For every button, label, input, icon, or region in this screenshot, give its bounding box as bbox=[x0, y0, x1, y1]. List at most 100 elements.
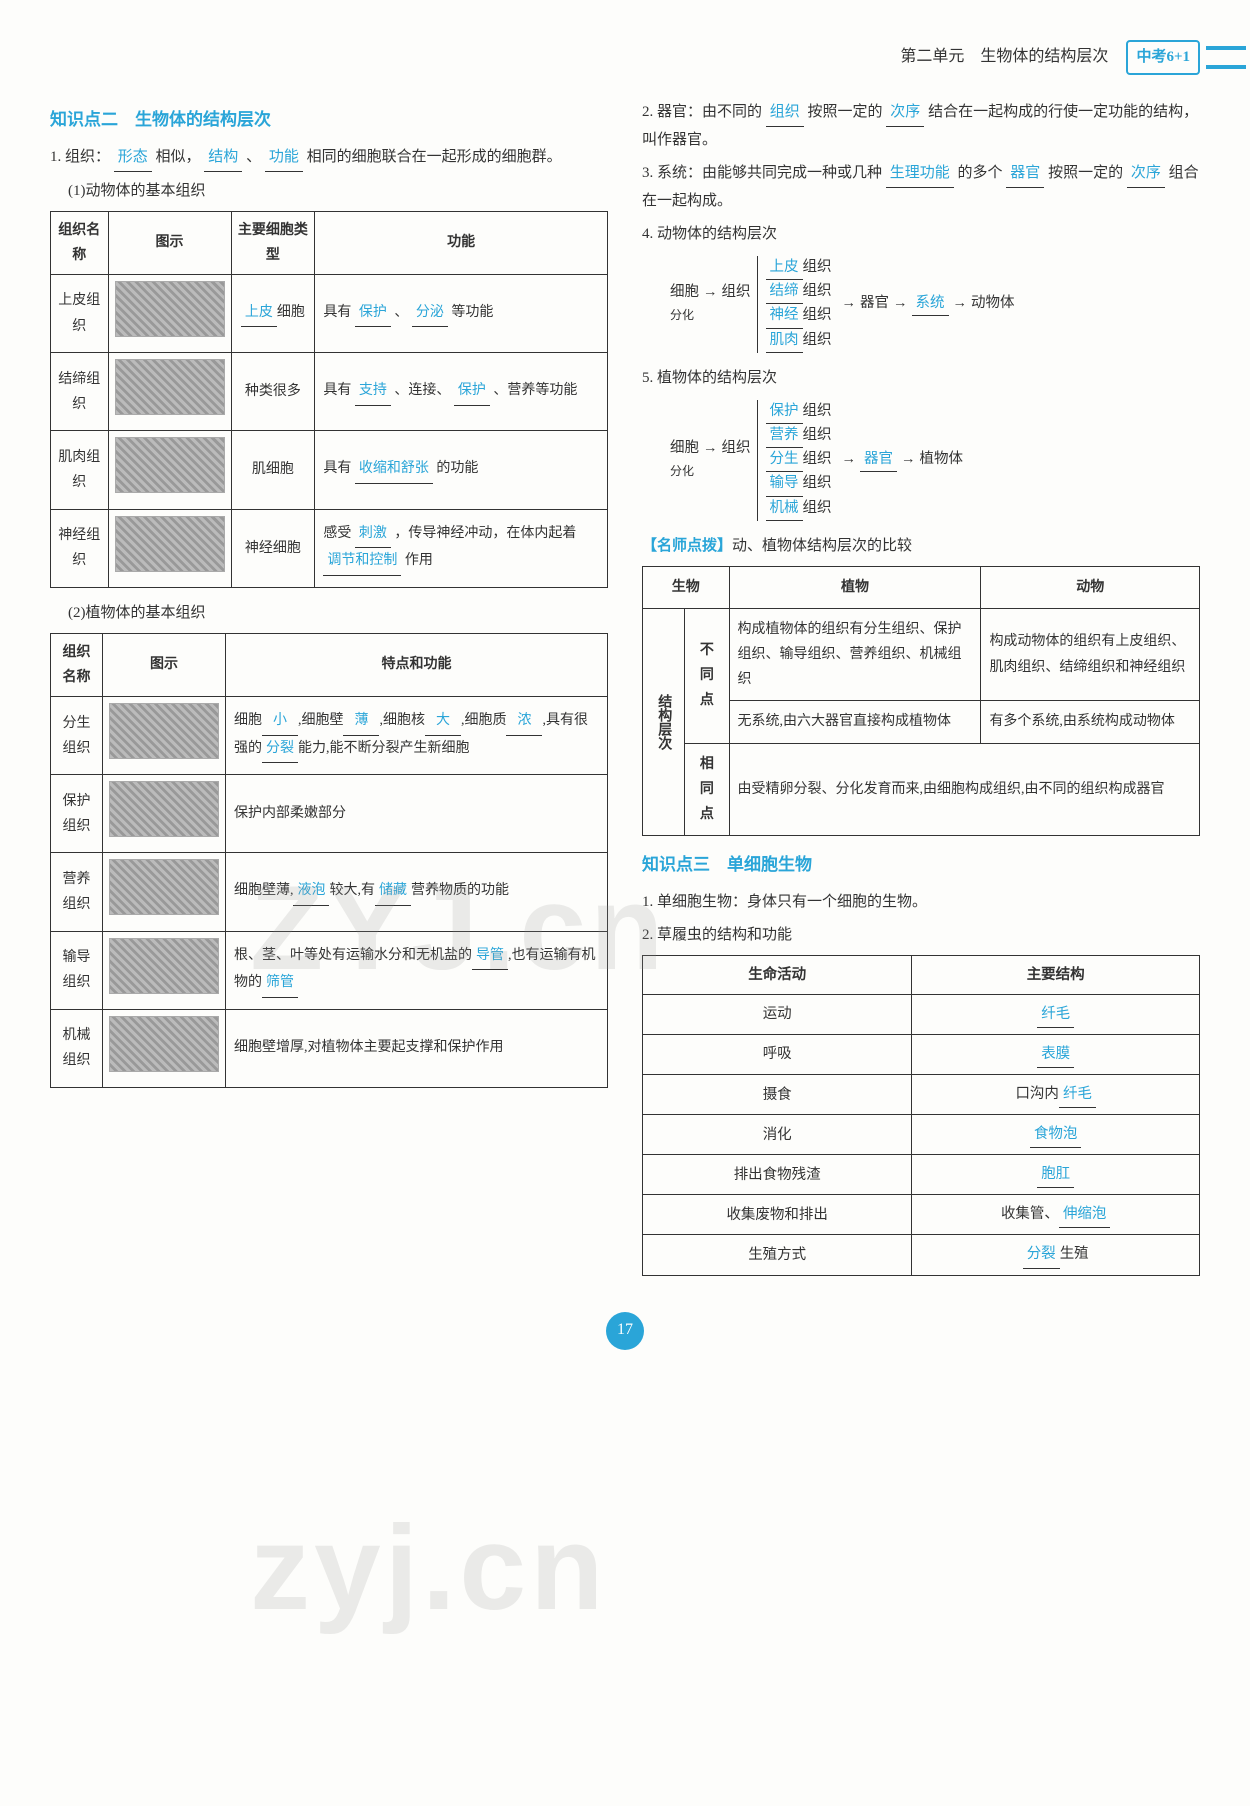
tissue-image bbox=[109, 781, 219, 837]
cell: 分生组织 bbox=[51, 697, 103, 775]
plant-tissue-table: 组织名称 图示 特点和功能 分生组织 细胞小,细胞壁薄,细胞核大,细胞质浓,具有… bbox=[50, 633, 608, 1088]
cell: 神经组织 bbox=[51, 509, 109, 587]
table-row: 相同点 由受精卵分裂、分化发育而来,由细胞构成组织,由不同的组织构成器官 bbox=[643, 743, 1200, 836]
text: ，传导神经冲动，在体内起着 bbox=[394, 526, 576, 541]
text: 、营养等功能 bbox=[493, 383, 577, 398]
blank: 支持 bbox=[355, 378, 391, 406]
blank: 储藏 bbox=[375, 878, 411, 906]
blank: 导管 bbox=[472, 943, 508, 971]
cell: 有多个系统,由系统构成动物体 bbox=[981, 701, 1200, 743]
plant-hierarchy: 细胞→组织分化 保护组织 营养组织 分生组织 输导组织 机械组织 →器官→植物体 bbox=[670, 400, 1200, 521]
blank: 结构 bbox=[204, 144, 242, 172]
kp2-sub2: (2)植物体的基本组织 bbox=[68, 600, 608, 627]
cell: 食物泡 bbox=[912, 1115, 1200, 1155]
hier-chain: →器官→系统→动物体 bbox=[838, 292, 1015, 316]
hier-stack: 保护组织 营养组织 分生组织 输导组织 机械组织 bbox=[757, 400, 832, 521]
text: 感受 bbox=[323, 526, 351, 541]
cell: 口沟内纤毛 bbox=[912, 1075, 1200, 1115]
cell: 具有 保护 、 分泌 等功能 bbox=[315, 274, 608, 352]
cell: 种类很多 bbox=[231, 353, 315, 431]
two-columns: 知识点二 生物体的结构层次 1. 组织： 形态 相似， 结构 、 功能 相同的细… bbox=[50, 95, 1200, 1288]
blank: 功能 bbox=[265, 144, 303, 172]
page-number: 17 bbox=[606, 1312, 644, 1350]
kp3-title: 知识点三 单细胞生物 bbox=[642, 850, 1200, 881]
table-row: 消化 食物泡 bbox=[643, 1115, 1200, 1155]
table-row: 摄食 口沟内纤毛 bbox=[643, 1075, 1200, 1115]
header: 第二单元 生物体的结构层次 中考6+1 bbox=[50, 40, 1200, 75]
cell: 收集废物和排出 bbox=[643, 1195, 912, 1235]
cell: 细胞小,细胞壁薄,细胞核大,细胞质浓,具有很强的分裂能力,能不断分裂产生新细胞 bbox=[225, 697, 607, 775]
table-row: 结构层次 不同点 构成植物体的组织有分生组织、保护组织、输导组织、营养组织、机械… bbox=[643, 608, 1200, 701]
cell-image bbox=[108, 431, 231, 509]
blank: 伸缩泡 bbox=[1059, 1201, 1111, 1228]
cell-image bbox=[102, 697, 225, 775]
blank: 组织 bbox=[766, 99, 804, 127]
text: 收集管、 bbox=[1001, 1206, 1059, 1222]
blank: 筛管 bbox=[262, 970, 298, 998]
text: 具有 bbox=[323, 383, 351, 398]
cell: 排出食物残渣 bbox=[643, 1155, 912, 1195]
kp2-item1: 1. 组织： 形态 相似， 结构 、 功能 相同的细胞联合在一起形成的细胞群。 bbox=[50, 144, 608, 172]
cell: 不同点 bbox=[685, 608, 729, 743]
tissue-image bbox=[115, 359, 225, 415]
cell: 表膜 bbox=[912, 1034, 1200, 1074]
th: 植物 bbox=[729, 566, 981, 608]
cell: 收集管、伸缩泡 bbox=[912, 1195, 1200, 1235]
right-column: 2. 器官：由不同的 组织 按照一定的 次序 结合在一起构成的行使一定功能的结构… bbox=[642, 95, 1200, 1288]
cell: 构成动物体的组织有上皮组织、肌肉组织、结缔组织和神经组织 bbox=[981, 608, 1200, 701]
blank: 神经 bbox=[766, 304, 803, 328]
th: 功能 bbox=[315, 211, 608, 274]
table-row: 分生组织 细胞小,细胞壁薄,细胞核大,细胞质浓,具有很强的分裂能力,能不断分裂产… bbox=[51, 697, 608, 775]
cell: 根、茎、叶等处有运输水分和无机盐的导管,也有运输有机物的筛管 bbox=[225, 931, 607, 1009]
text: 3. 系统：由能够共同完成一种或几种 bbox=[642, 165, 882, 181]
text: 相同的细胞联合在一起形成的细胞群。 bbox=[307, 149, 562, 165]
cell: 保护组织 bbox=[51, 775, 103, 853]
blank: 纤毛 bbox=[1059, 1081, 1096, 1108]
table-row: 结缔组织 种类很多 具有 支持 、连接、 保护 、营养等功能 bbox=[51, 353, 608, 431]
cell-image bbox=[102, 931, 225, 1009]
blank: 分生 bbox=[766, 448, 803, 472]
left-column: 知识点二 生物体的结构层次 1. 组织： 形态 相似， 结构 、 功能 相同的细… bbox=[50, 95, 608, 1288]
table-row: 保护组织 保护内部柔嫩部分 bbox=[51, 775, 608, 853]
table-row: 排出食物残渣 胞肛 bbox=[643, 1155, 1200, 1195]
cell: 输导组织 bbox=[51, 931, 103, 1009]
th: 特点和功能 bbox=[225, 633, 607, 696]
table-row: 输导组织 根、茎、叶等处有运输水分和无机盐的导管,也有运输有机物的筛管 bbox=[51, 931, 608, 1009]
right-item5: 5. 植物体的结构层次 bbox=[642, 365, 1200, 392]
hier-start: 细胞→组织分化 bbox=[670, 281, 751, 327]
paramecium-table: 生命活动 主要结构 运动 纤毛 呼吸 表膜 摄食 口沟内纤毛 消化 食物泡 bbox=[642, 955, 1200, 1276]
hier-start: 细胞→组织分化 bbox=[670, 437, 751, 483]
th: 生物 bbox=[643, 566, 730, 608]
tip-label: 【名师点拨】 bbox=[642, 538, 732, 554]
cell: 细胞壁增厚,对植物体主要起支撑和保护作用 bbox=[225, 1009, 607, 1087]
th: 主要结构 bbox=[912, 955, 1200, 994]
animal-tissue-table: 组织名称 图示 主要细胞类型 功能 上皮组织 上皮细胞 具有 保护 、 分泌 等… bbox=[50, 211, 608, 588]
text: 、连接、 bbox=[394, 383, 450, 398]
blank: 机械 bbox=[766, 497, 803, 521]
kp2-title: 知识点二 生物体的结构层次 bbox=[50, 105, 608, 136]
cell: 具有 收缩和舒张 的功能 bbox=[315, 431, 608, 509]
blank: 器官 bbox=[860, 448, 897, 472]
blank: 营养 bbox=[766, 424, 803, 448]
table-row: 肌肉组织 肌细胞 具有 收缩和舒张 的功能 bbox=[51, 431, 608, 509]
blank: 胞肛 bbox=[1037, 1161, 1074, 1188]
text: 1. 组织： bbox=[50, 149, 110, 165]
cell: 相同点 bbox=[685, 743, 729, 836]
blank: 分裂 bbox=[262, 736, 298, 764]
blank: 次序 bbox=[1127, 160, 1165, 188]
text: 相似， bbox=[156, 149, 201, 165]
blank: 器官 bbox=[1006, 160, 1044, 188]
text: 作用 bbox=[405, 553, 433, 568]
cell: 肌肉组织 bbox=[51, 431, 109, 509]
cell: 由受精卵分裂、分化发育而来,由细胞构成组织,由不同的组织构成器官 bbox=[729, 743, 1199, 836]
blank: 保护 bbox=[766, 400, 803, 424]
tissue-image bbox=[115, 281, 225, 337]
blank: 肌肉 bbox=[766, 329, 803, 353]
blank: 系统 bbox=[912, 292, 949, 316]
cell: 生殖方式 bbox=[643, 1235, 912, 1275]
kp3-item2: 2. 草履虫的结构和功能 bbox=[642, 922, 1200, 949]
blank: 调节和控制 bbox=[323, 548, 401, 576]
blank: 生理功能 bbox=[886, 160, 954, 188]
right-item4: 4. 动物体的结构层次 bbox=[642, 221, 1200, 248]
hier-chain: →器官→植物体 bbox=[838, 448, 964, 472]
